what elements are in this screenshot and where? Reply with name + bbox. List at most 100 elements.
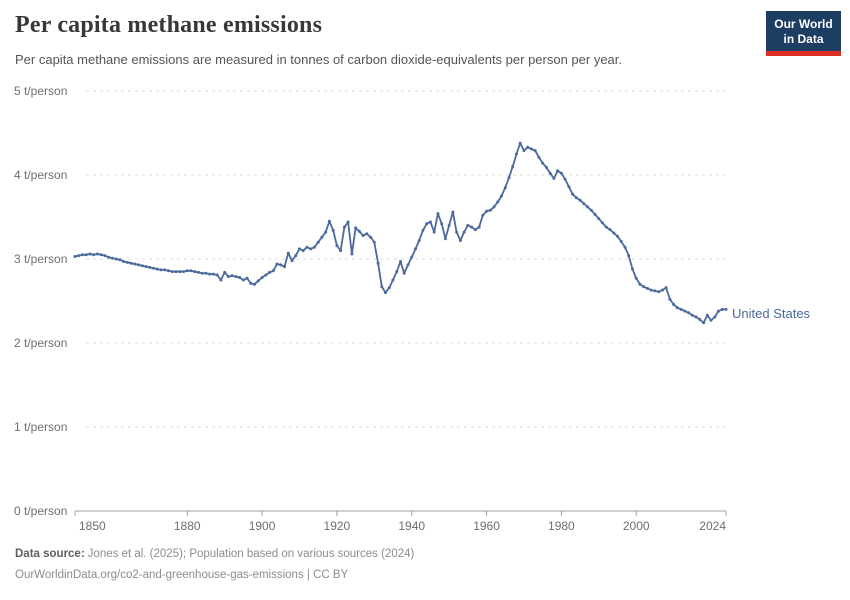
series-point[interactable]	[253, 282, 257, 286]
series-point[interactable]	[477, 225, 481, 229]
series-point[interactable]	[496, 200, 500, 204]
series-point[interactable]	[369, 235, 373, 239]
series-point[interactable]	[219, 278, 223, 282]
series-point[interactable]	[488, 208, 492, 212]
series-point[interactable]	[294, 254, 298, 258]
series-point[interactable]	[574, 196, 578, 200]
series-point[interactable]	[601, 221, 604, 225]
series-point[interactable]	[481, 213, 485, 217]
series-point[interactable]	[376, 261, 380, 265]
series-point[interactable]	[668, 297, 672, 301]
series-point[interactable]	[309, 247, 313, 251]
series-point[interactable]	[320, 235, 324, 239]
series-point[interactable]	[720, 307, 724, 311]
series-point[interactable]	[384, 291, 387, 295]
series-point[interactable]	[312, 245, 316, 249]
series-point[interactable]	[503, 186, 507, 190]
series-point[interactable]	[182, 270, 185, 274]
series-point[interactable]	[687, 311, 691, 315]
series-point[interactable]	[256, 279, 260, 283]
series-point[interactable]	[515, 152, 518, 156]
series-label-united-states[interactable]: United States	[732, 306, 811, 321]
series-point[interactable]	[110, 256, 114, 260]
series-point[interactable]	[709, 318, 713, 322]
series-point[interactable]	[316, 240, 320, 244]
series-point[interactable]	[705, 313, 709, 317]
series-point[interactable]	[73, 255, 77, 258]
series-point[interactable]	[167, 269, 170, 273]
series-point[interactable]	[619, 239, 623, 243]
series-point[interactable]	[271, 269, 275, 273]
series-point[interactable]	[421, 228, 425, 232]
series-point[interactable]	[638, 282, 642, 286]
series-point[interactable]	[414, 247, 417, 251]
series-point[interactable]	[387, 286, 391, 290]
series-point[interactable]	[511, 165, 515, 169]
series-point[interactable]	[260, 276, 264, 279]
series-point[interactable]	[346, 220, 350, 224]
series-point[interactable]	[597, 217, 601, 221]
series-point[interactable]	[342, 225, 346, 229]
series-point[interactable]	[642, 285, 646, 289]
series-point[interactable]	[174, 270, 178, 274]
series-point[interactable]	[84, 253, 88, 257]
series-point[interactable]	[103, 254, 107, 258]
series-point[interactable]	[241, 278, 245, 282]
series-point[interactable]	[675, 306, 679, 310]
series-point[interactable]	[410, 255, 414, 259]
series-point[interactable]	[163, 268, 167, 272]
series-point[interactable]	[283, 265, 286, 269]
series-point[interactable]	[114, 257, 118, 261]
series-point[interactable]	[563, 177, 567, 181]
series-point[interactable]	[133, 262, 137, 266]
series-point[interactable]	[672, 302, 676, 306]
series-point[interactable]	[279, 263, 283, 267]
series-point[interactable]	[339, 249, 343, 253]
series-point[interactable]	[331, 228, 335, 232]
series-point[interactable]	[522, 149, 526, 153]
series-point[interactable]	[578, 198, 582, 202]
series-point[interactable]	[548, 171, 552, 175]
series-point[interactable]	[604, 225, 608, 229]
series-point[interactable]	[155, 267, 159, 271]
series-point[interactable]	[559, 171, 563, 175]
series-point[interactable]	[215, 273, 219, 277]
series-point[interactable]	[541, 161, 545, 165]
series-point[interactable]	[623, 245, 627, 249]
series-point[interactable]	[466, 223, 470, 227]
series-point[interactable]	[724, 307, 728, 311]
series-point[interactable]	[99, 253, 103, 257]
series-point[interactable]	[350, 252, 354, 256]
series-point[interactable]	[234, 275, 238, 279]
series-point[interactable]	[395, 270, 399, 274]
series-point[interactable]	[95, 252, 99, 256]
series-point[interactable]	[529, 147, 533, 151]
series-point[interactable]	[140, 264, 144, 268]
series-point[interactable]	[81, 253, 84, 257]
series-point[interactable]	[148, 265, 152, 269]
series-point[interactable]	[406, 263, 410, 267]
series-point[interactable]	[589, 208, 593, 212]
series-point[interactable]	[290, 259, 294, 263]
series-line-united-states[interactable]	[74, 142, 727, 324]
series-point[interactable]	[245, 276, 249, 280]
series-point[interactable]	[485, 209, 489, 213]
series-point[interactable]	[238, 276, 242, 279]
series-point[interactable]	[189, 269, 193, 273]
series-point[interactable]	[451, 210, 455, 214]
series-point[interactable]	[88, 252, 92, 256]
series-point[interactable]	[380, 285, 384, 289]
series-point[interactable]	[402, 271, 406, 275]
series-point[interactable]	[208, 272, 212, 276]
series-point[interactable]	[268, 270, 272, 274]
series-point[interactable]	[125, 260, 129, 264]
series-point[interactable]	[129, 261, 133, 265]
series-point[interactable]	[170, 270, 174, 274]
series-point[interactable]	[77, 254, 81, 258]
series-point[interactable]	[571, 192, 575, 196]
series-point[interactable]	[286, 251, 290, 255]
series-point[interactable]	[428, 220, 432, 224]
series-point[interactable]	[634, 276, 638, 280]
series-point[interactable]	[354, 226, 358, 230]
